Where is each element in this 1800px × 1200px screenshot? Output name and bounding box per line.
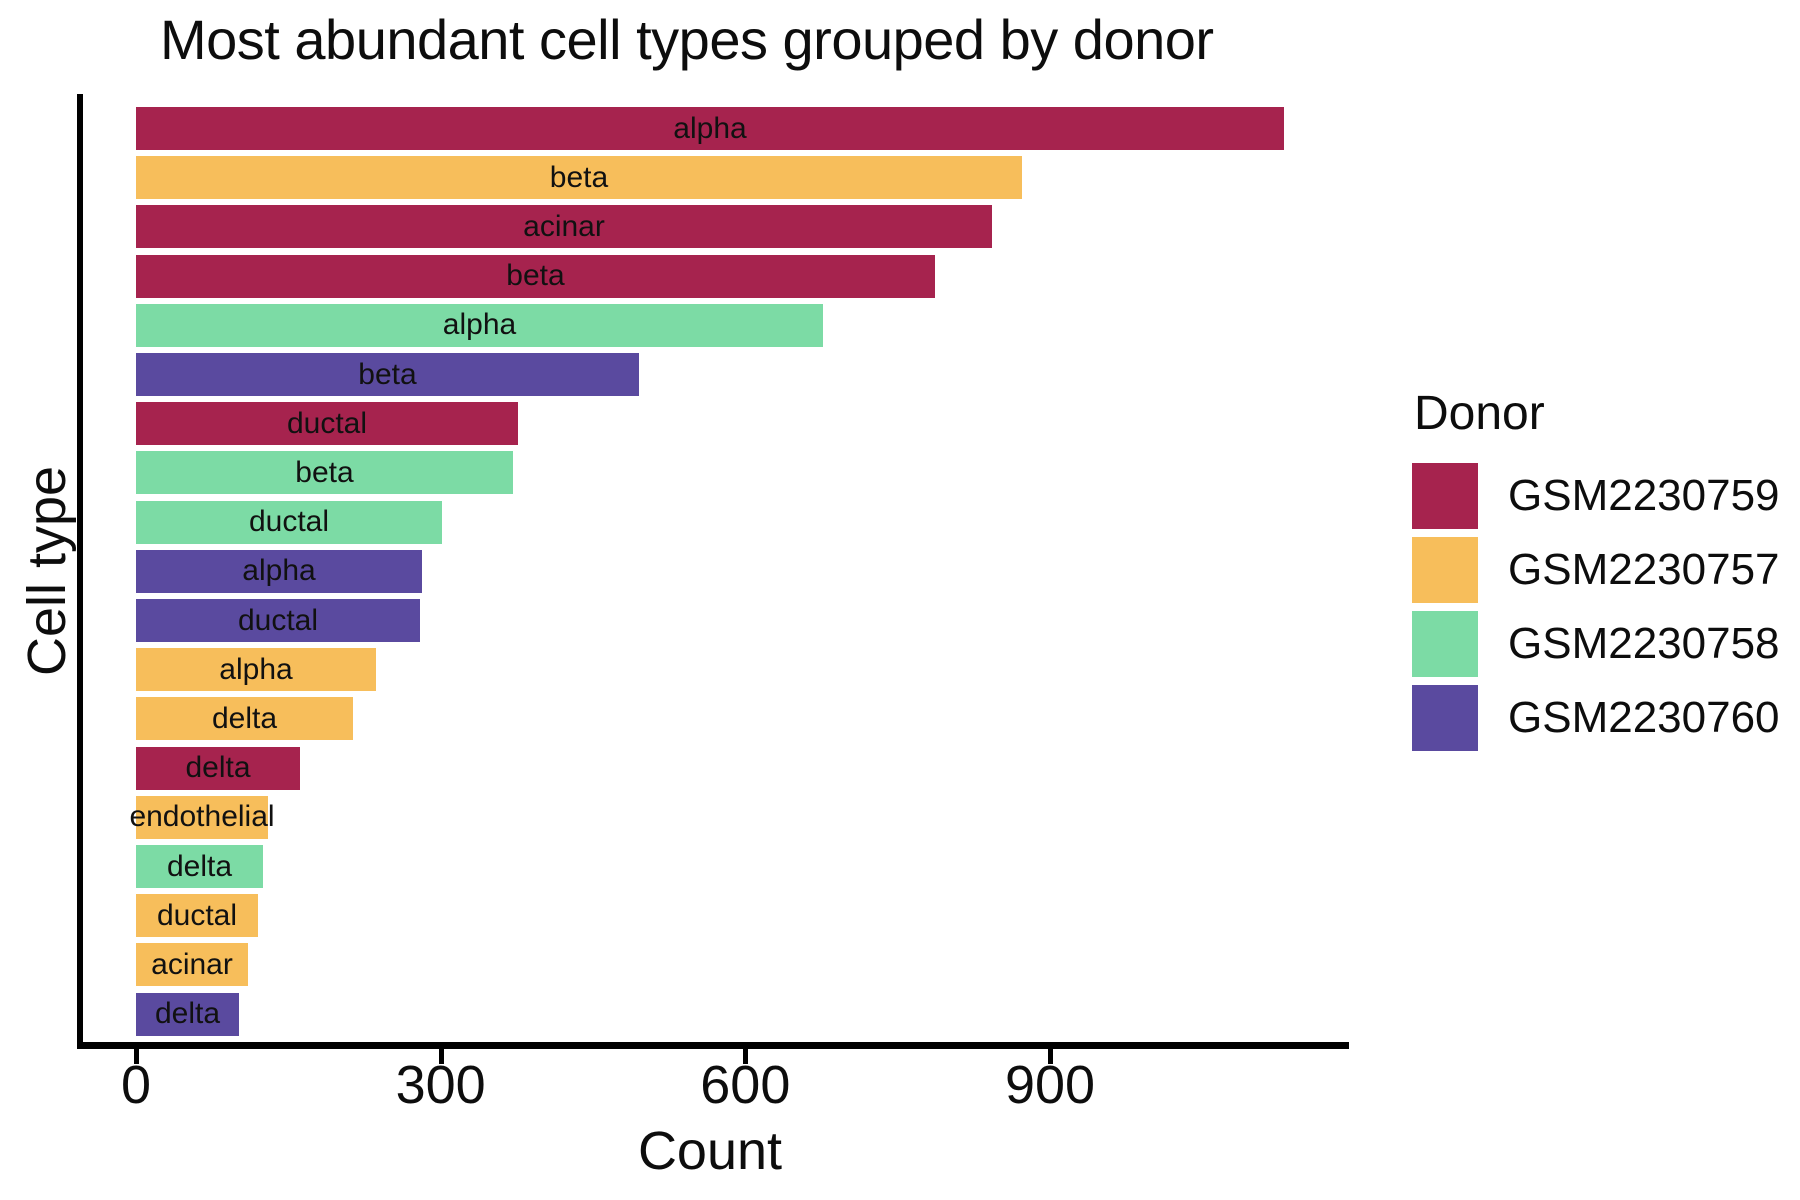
bar-GSM2230759-delta: delta [136, 746, 300, 790]
legend-label: GSM2230758 [1508, 618, 1780, 668]
bar-GSM2230758-delta: delta [136, 845, 263, 888]
x-tick-label-0: 0 [120, 1055, 152, 1115]
legend-swatch-GSM2230760 [1412, 684, 1478, 751]
x-tick-label-900: 900 [1004, 1055, 1096, 1115]
bar-GSM2230760-ductal: ductal [136, 599, 420, 642]
bar-GSM2230758-alpha: alpha [136, 303, 823, 347]
x-axis-label: Count [637, 1121, 783, 1181]
bar-label: delta [154, 997, 221, 1031]
bar-label: beta [506, 259, 565, 293]
bar-label: delta [185, 751, 251, 785]
legend-label: GSM2230760 [1508, 692, 1780, 742]
bar-GSM2230759-beta: beta [136, 254, 935, 298]
bar-label: endothelial [129, 800, 275, 834]
bar-label: acinar [151, 947, 233, 981]
bar-label: beta [549, 160, 609, 194]
bar-GSM2230759-acinar: acinar [136, 205, 992, 249]
bar-GSM2230757-endothelial: endothelial [129, 795, 275, 839]
plot-area [77, 94, 1349, 1049]
bar-GSM2230760-alpha: alpha [136, 549, 422, 593]
bar-label: delta [211, 701, 278, 735]
bar-label: acinar [523, 209, 605, 243]
bar-label: beta [358, 357, 417, 391]
bar-label: alpha [673, 111, 747, 145]
bar-GSM2230757-alpha: alpha [136, 648, 376, 692]
bar-GSM2230760-beta: beta [136, 353, 639, 396]
legend-title: Donor [1414, 387, 1545, 440]
legend-item-GSM2230757: GSM2230757 [1412, 536, 1780, 603]
legend-swatch-GSM2230757 [1412, 536, 1478, 603]
bar-label: alpha [442, 308, 517, 342]
legend-item-GSM2230760: GSM2230760 [1412, 684, 1780, 751]
bar-label: ductal [237, 603, 319, 637]
bar-GSM2230758-ductal: ductal [136, 500, 442, 544]
bar-GSM2230757-ductal: ductal [136, 894, 258, 938]
x-tick-label-600: 600 [700, 1055, 791, 1115]
x-tick-mark-900 [1048, 1049, 1053, 1064]
legend-item-GSM2230759: GSM2230759 [1412, 462, 1780, 529]
bar-label: ductal [156, 898, 238, 932]
bar-GSM2230757-acinar: acinar [136, 943, 248, 987]
x-tick-mark-300 [438, 1049, 444, 1064]
bar-GSM2230759-ductal: ductal [136, 402, 518, 446]
bar-label: ductal [248, 505, 330, 539]
legend-label: GSM2230757 [1508, 544, 1780, 594]
bar-label: delta [166, 849, 233, 883]
legend-items: GSM2230759 GSM2230757 GSM2230758 GSM2230760 [1412, 462, 1780, 751]
bar-GSM2230758-beta: beta [136, 451, 513, 495]
bar-GSM2230757-beta: beta [136, 156, 1022, 200]
legend-item-GSM2230758: GSM2230758 [1412, 610, 1780, 677]
y-axis-label: Cell type [17, 465, 77, 677]
bar-label: ductal [286, 406, 368, 440]
bar-label: beta [295, 455, 354, 489]
bar-GSM2230757-delta: delta [136, 697, 353, 741]
chart-title: Most abundant cell types grouped by dono… [160, 8, 1214, 71]
legend-swatch-GSM2230759 [1412, 462, 1478, 529]
x-tick-mark-600 [743, 1049, 749, 1064]
bar-label: alpha [242, 554, 316, 588]
legend-label: GSM2230759 [1508, 470, 1780, 520]
legend-swatch-GSM2230758 [1412, 610, 1478, 677]
x-tick-mark-0 [134, 1049, 139, 1064]
x-tick-label-300: 300 [395, 1055, 486, 1115]
bar-GSM2230759-alpha: alpha [136, 107, 1284, 150]
bar-label: alpha [219, 652, 293, 686]
bar-GSM2230760-delta: delta [136, 992, 239, 1036]
legend: Donor GSM2230759 GSM2230757 GSM2230758 GSM2… [1412, 387, 1780, 759]
